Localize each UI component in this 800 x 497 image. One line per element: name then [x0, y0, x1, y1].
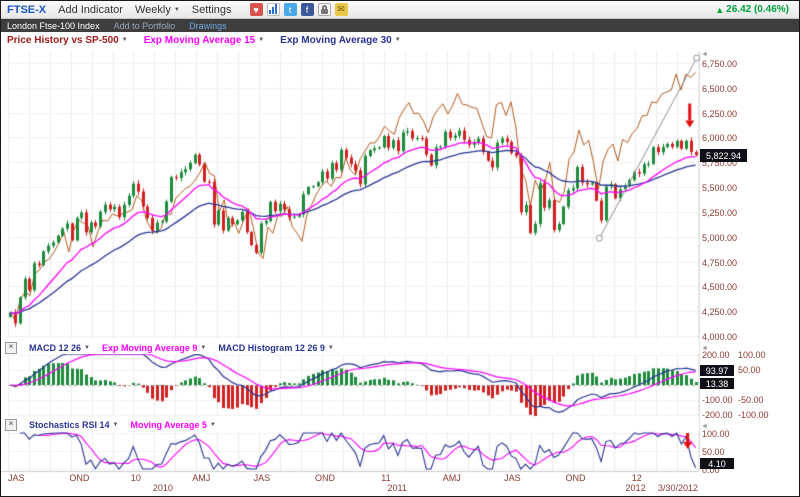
- macd-hist-axis-tick: 50.00: [738, 365, 761, 375]
- macd-hist-axis-tick: -100.00: [738, 410, 769, 420]
- y-axis-tick: 4,000.00: [702, 331, 738, 342]
- x-axis-quarter-label: JAS: [8, 473, 25, 483]
- y-axis-tick: 5,750.00: [702, 158, 738, 169]
- price-chart-legend: Price History vs SP-500 ▼ Exp Moving Ave…: [1, 32, 699, 48]
- ema15-dropdown[interactable]: Exp Moving Average 15 ▼: [144, 35, 264, 46]
- stoch-axis-tick: 0.00: [702, 465, 720, 475]
- drawings-link[interactable]: Drawings: [189, 20, 227, 31]
- last-price-box: 5,822.94: [700, 149, 747, 162]
- y-axis-tick: 5,500.00: [702, 183, 738, 194]
- ema15-label: Exp Moving Average 15: [143, 34, 256, 46]
- price-series-label: Price History vs SP-500: [7, 34, 119, 46]
- x-axis-end-date: 3/30/2012: [657, 483, 698, 493]
- y-axis-tick: 6,500.00: [702, 83, 738, 94]
- twitter-icon[interactable]: t: [283, 3, 297, 16]
- close-macd-panel-button[interactable]: ×: [5, 341, 17, 354]
- chevron-down-icon: ▼: [258, 37, 265, 43]
- chevron-down-icon: ▼: [200, 344, 207, 351]
- stochastics-panel-header: × Stochastics RSI 14 ▼ Moving Average 5 …: [1, 418, 699, 431]
- macd-axis-tick: -200.00: [702, 410, 733, 420]
- macd-histogram-value-box: 13.38: [700, 378, 734, 389]
- macd-histogram-dropdown[interactable]: MACD Histogram 12 26 9 ▼: [218, 343, 334, 353]
- chart-icon[interactable]: [266, 3, 280, 16]
- x-axis-year-label: 2010: [152, 483, 173, 493]
- x-axis-quarter-label: JAS: [253, 473, 271, 483]
- macd-hist-axis-tick: -50.00: [738, 395, 764, 405]
- stochastics-ma-label: Moving Average 5: [130, 419, 207, 430]
- facebook-icon[interactable]: f: [300, 3, 314, 16]
- y-axis-tick: 6,250.00: [702, 108, 738, 119]
- up-arrow-icon: ▲: [715, 4, 725, 15]
- chevron-down-icon: ▼: [209, 421, 216, 428]
- macd-label: MACD 12 26: [29, 342, 82, 353]
- price-series-dropdown[interactable]: Price History vs SP-500 ▼: [7, 35, 128, 46]
- macd-histogram-label: MACD Histogram 12 26 9: [218, 342, 325, 353]
- ema30-label: Exp Moving Average 30: [280, 34, 392, 46]
- chevron-down-icon: ▼: [173, 6, 180, 13]
- macd-dropdown[interactable]: MACD 12 26 ▼: [29, 343, 90, 353]
- x-axis-quarter-label: AMJ: [442, 473, 461, 483]
- macd-signal-label: Exp Moving Average 9: [101, 342, 198, 353]
- x-axis-year-label: 2011: [387, 483, 407, 493]
- x-axis-year-label: 2012: [625, 483, 646, 493]
- collapse-price-panel-icon[interactable]: ◄: [701, 51, 708, 58]
- close-stochastics-panel-button[interactable]: ×: [5, 418, 17, 431]
- x-axis-quarter-label: OND: [69, 473, 90, 483]
- add-indicator-menu[interactable]: Add Indicator: [58, 3, 123, 16]
- stochastics-label: Stochastics RSI 14: [29, 419, 110, 430]
- y-axis-tick: 6,750.00: [702, 59, 738, 69]
- chevron-down-icon: ▼: [327, 344, 334, 351]
- timeframe-label: Weekly: [134, 3, 171, 16]
- y-axis-tick: 4,250.00: [702, 307, 738, 318]
- x-axis-quarter-label: JAS: [504, 473, 521, 483]
- collapse-stochastics-panel-icon[interactable]: ◄: [701, 423, 708, 430]
- chevron-down-icon: ▼: [84, 344, 90, 351]
- stochastics-dropdown[interactable]: Stochastics RSI 14 ▼: [29, 420, 119, 430]
- y-axis-tick: 4,500.00: [702, 282, 738, 293]
- x-axis-quarter-label: 12: [631, 473, 642, 483]
- chevron-down-icon: ▼: [121, 37, 128, 43]
- ema30-dropdown[interactable]: Exp Moving Average 30 ▼: [280, 35, 400, 46]
- y-axis-tick: 5,250.00: [702, 207, 738, 218]
- timeframe-dropdown[interactable]: Weekly ▼: [135, 4, 180, 16]
- settings-menu[interactable]: Settings: [191, 3, 232, 16]
- price-change-text: 26.42 (0.46%): [726, 4, 789, 15]
- stoch-axis-tick: 100.00: [702, 429, 730, 439]
- stochastics-ma-dropdown[interactable]: Moving Average 5 ▼: [131, 420, 216, 430]
- y-axis-tick: 4,750.00: [702, 257, 738, 268]
- macd-signal-dropdown[interactable]: Exp Moving Average 9 ▼: [102, 343, 206, 353]
- alerts-icon[interactable]: ♥: [249, 3, 263, 16]
- chevron-down-icon: ▼: [112, 421, 119, 428]
- macd-panel-header: × MACD 12 26 ▼ Exp Moving Average 9 ▼ MA…: [1, 341, 699, 354]
- x-axis-quarter-label: 10: [130, 473, 141, 483]
- collapse-macd-panel-icon[interactable]: ◄: [701, 345, 708, 352]
- macd-axis-tick: -100.00: [702, 395, 733, 405]
- price-change-indicator: ▲ 26.42 (0.46%): [715, 4, 793, 15]
- stoch-axis-tick: 50.00: [702, 447, 725, 457]
- x-axis-quarter-label: 11: [381, 473, 391, 483]
- chevron-down-icon: ▼: [394, 37, 401, 43]
- y-axis-tick: 6,000.00: [702, 133, 738, 144]
- top-toolbar: FTSE-X Add Indicator Weekly ▼ Settings ♥…: [1, 1, 799, 19]
- index-title: London Ftse-100 Index: [7, 20, 100, 31]
- mail-icon[interactable]: ✉: [334, 3, 348, 16]
- add-to-portfolio-link[interactable]: Add to Portfolio: [113, 20, 176, 31]
- macd-value-box: 93.97: [700, 365, 734, 376]
- x-axis-quarter-label: OND: [565, 473, 586, 483]
- lock-icon[interactable]: [317, 3, 331, 16]
- macd-hist-axis-tick: 100.00: [738, 350, 766, 360]
- x-axis-quarter-label: AMJ: [192, 473, 211, 483]
- y-axis-tick: 5,000.00: [702, 232, 738, 243]
- macd-axis-tick: 200.00: [702, 350, 730, 360]
- symbol-tab[interactable]: FTSE-X: [7, 3, 47, 16]
- stochastics-value-box: 4.10: [700, 458, 734, 469]
- toolbar-icons: ♥ t f ✉: [249, 3, 348, 16]
- x-axis-quarter-label: OND: [315, 473, 336, 483]
- sub-header-bar: London Ftse-100 Index Add to Portfolio D…: [1, 19, 799, 32]
